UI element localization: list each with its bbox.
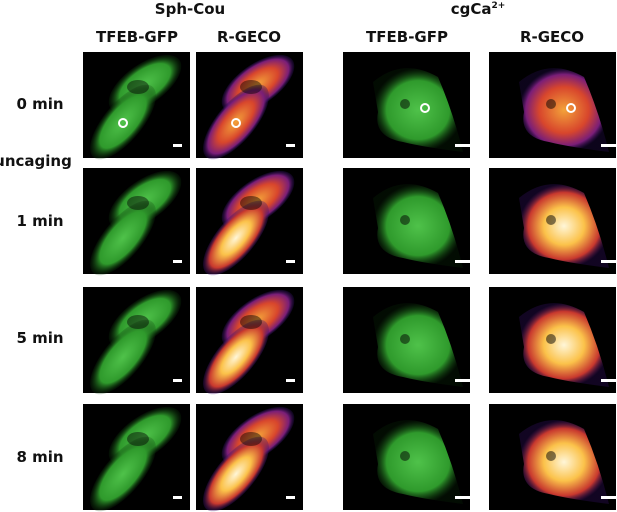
micrograph (489, 168, 616, 274)
cell (203, 319, 269, 395)
nucleus (240, 80, 262, 94)
nucleus (400, 99, 410, 109)
nucleus (400, 451, 410, 461)
column-header: R-GECO (217, 28, 281, 46)
cell (90, 436, 156, 512)
scale-bar (601, 260, 616, 263)
micrograph (489, 404, 616, 510)
scale-bar (601, 144, 616, 147)
cell (90, 200, 156, 276)
row-label: 5 min (16, 329, 63, 347)
cell (203, 200, 269, 276)
nucleus (546, 451, 556, 461)
scale-bar (601, 496, 616, 499)
cell (519, 303, 609, 387)
scale-bar (286, 144, 295, 147)
row-label: 8 min (16, 448, 63, 466)
micrograph (83, 168, 190, 276)
micrograph (196, 168, 303, 276)
nucleus (400, 334, 410, 344)
cell (519, 184, 609, 268)
nucleus (240, 315, 262, 329)
nucleus (240, 196, 262, 210)
micrograph (343, 168, 470, 274)
column-header: TFEB-GFP (96, 28, 178, 46)
panels (83, 52, 616, 512)
uncaging-spot (231, 118, 241, 128)
cell (203, 436, 269, 512)
scale-bar (286, 496, 295, 499)
row-label: 0 min (16, 95, 63, 113)
micrograph (343, 287, 470, 393)
nucleus (546, 99, 556, 109)
uncaging-spot (420, 103, 430, 113)
scale-bar (173, 496, 182, 499)
group-title-sup: 2+ (491, 1, 505, 11)
scale-bar (173, 144, 182, 147)
group-title: Sph-Cou (155, 0, 225, 18)
nucleus (127, 80, 149, 94)
group-title: cgCa2+ (451, 0, 506, 18)
scale-bar (286, 379, 295, 382)
uncaging-spot (118, 118, 128, 128)
cell (519, 420, 609, 504)
scale-bar (173, 379, 182, 382)
cell (373, 184, 463, 268)
scale-bar (455, 144, 470, 147)
micrograph (196, 287, 303, 395)
nucleus (127, 315, 149, 329)
column-header: TFEB-GFP (366, 28, 448, 46)
micrograph (196, 404, 303, 512)
nucleus (127, 196, 149, 210)
scale-bar (286, 260, 295, 263)
micrograph (489, 287, 616, 393)
uncaging-spot (566, 103, 576, 113)
nucleus (400, 215, 410, 225)
micrograph (83, 52, 190, 160)
row-label: 1 min (16, 212, 63, 230)
cell (90, 319, 156, 395)
cell (90, 84, 156, 160)
nucleus (127, 432, 149, 446)
scale-bar (455, 379, 470, 382)
scale-bar (455, 260, 470, 263)
micrograph (196, 52, 303, 160)
scale-bar (173, 260, 182, 263)
micrograph (489, 52, 616, 158)
micrograph (83, 404, 190, 512)
micrograph (83, 287, 190, 395)
column-header: R-GECO (520, 28, 584, 46)
event-label: uncaging (0, 152, 72, 170)
cell (203, 84, 269, 160)
cell (519, 68, 609, 152)
nucleus (546, 215, 556, 225)
scale-bar (455, 496, 470, 499)
scale-bar (601, 379, 616, 382)
group-title-main: cgCa (451, 0, 492, 18)
nucleus (546, 334, 556, 344)
cell (373, 68, 463, 152)
cell (373, 420, 463, 504)
nucleus (240, 432, 262, 446)
micrograph (343, 404, 470, 510)
micrograph (343, 52, 470, 158)
cell (373, 303, 463, 387)
